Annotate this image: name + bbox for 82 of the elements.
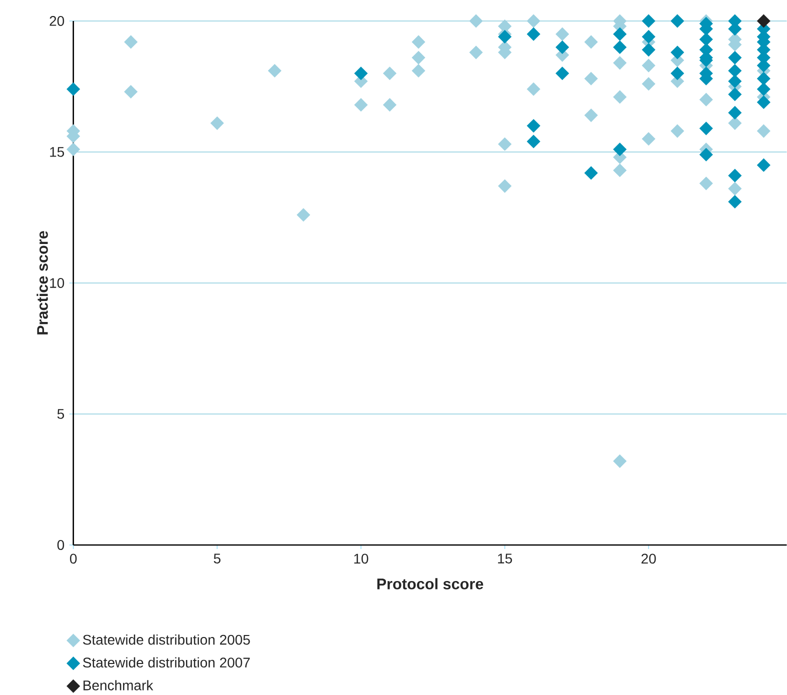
point	[613, 164, 627, 178]
point	[584, 35, 598, 49]
y-tick-label: 10	[50, 278, 64, 288]
point	[642, 14, 656, 28]
x-axis-title: Protocol score	[377, 578, 484, 590]
point	[210, 116, 224, 130]
point	[728, 88, 742, 102]
y-axis-title: Practice score	[36, 231, 48, 334]
point	[728, 74, 742, 88]
point	[728, 106, 742, 120]
point	[556, 40, 570, 54]
point	[412, 50, 426, 64]
x-tick-label: 20	[642, 554, 656, 564]
point	[699, 32, 713, 46]
legend-label: Statewide distribution 2005	[83, 634, 250, 645]
point	[756, 96, 770, 109]
point	[642, 30, 656, 44]
point	[756, 82, 770, 96]
point	[526, 27, 540, 41]
point	[584, 108, 598, 122]
point	[469, 46, 483, 60]
point	[613, 27, 627, 41]
y-tick-label: 20	[50, 16, 64, 26]
point	[383, 98, 396, 112]
point	[756, 124, 770, 138]
point	[728, 64, 742, 78]
point	[526, 82, 540, 96]
point	[412, 35, 426, 49]
point	[66, 82, 80, 96]
point	[556, 66, 570, 80]
point	[699, 148, 713, 162]
x-tick-label: 15	[498, 554, 512, 564]
point	[756, 158, 770, 172]
legend-label: Benchmark	[84, 680, 154, 690]
point	[498, 137, 512, 151]
point	[469, 14, 483, 28]
point	[699, 176, 713, 190]
point	[642, 58, 656, 72]
point	[642, 77, 656, 91]
point	[268, 64, 282, 78]
point	[613, 56, 627, 70]
point	[670, 124, 684, 138]
point	[642, 132, 656, 146]
point	[354, 66, 368, 80]
point	[670, 46, 684, 60]
x-tick-label: 5	[214, 554, 220, 564]
y-tick-label: 0	[57, 540, 64, 550]
point	[613, 454, 627, 468]
legend-label: Statewide distribution 2007	[83, 657, 250, 668]
point	[728, 195, 742, 208]
point	[556, 27, 570, 41]
point	[66, 142, 80, 156]
y-tick-label: 5	[57, 409, 64, 419]
x-tick-label: 10	[354, 554, 368, 564]
point	[584, 72, 598, 86]
point	[296, 208, 310, 222]
point	[642, 43, 656, 56]
point	[728, 182, 742, 196]
point	[584, 166, 598, 180]
x-tick-label: 0	[70, 554, 77, 564]
point	[526, 119, 540, 132]
point	[498, 30, 512, 44]
point	[613, 90, 627, 104]
point	[124, 35, 138, 49]
point	[728, 116, 742, 130]
point	[699, 92, 713, 106]
point	[526, 134, 540, 148]
point	[728, 168, 742, 182]
point	[124, 85, 138, 98]
point	[613, 142, 627, 156]
point	[699, 122, 713, 136]
point	[756, 14, 770, 28]
point	[498, 179, 512, 193]
point	[412, 64, 426, 78]
point	[613, 40, 627, 54]
point	[383, 66, 396, 80]
point	[526, 14, 540, 28]
point	[728, 50, 742, 64]
point	[756, 72, 770, 86]
point	[670, 66, 684, 80]
y-tick-label: 15	[50, 147, 64, 157]
point	[354, 98, 368, 112]
